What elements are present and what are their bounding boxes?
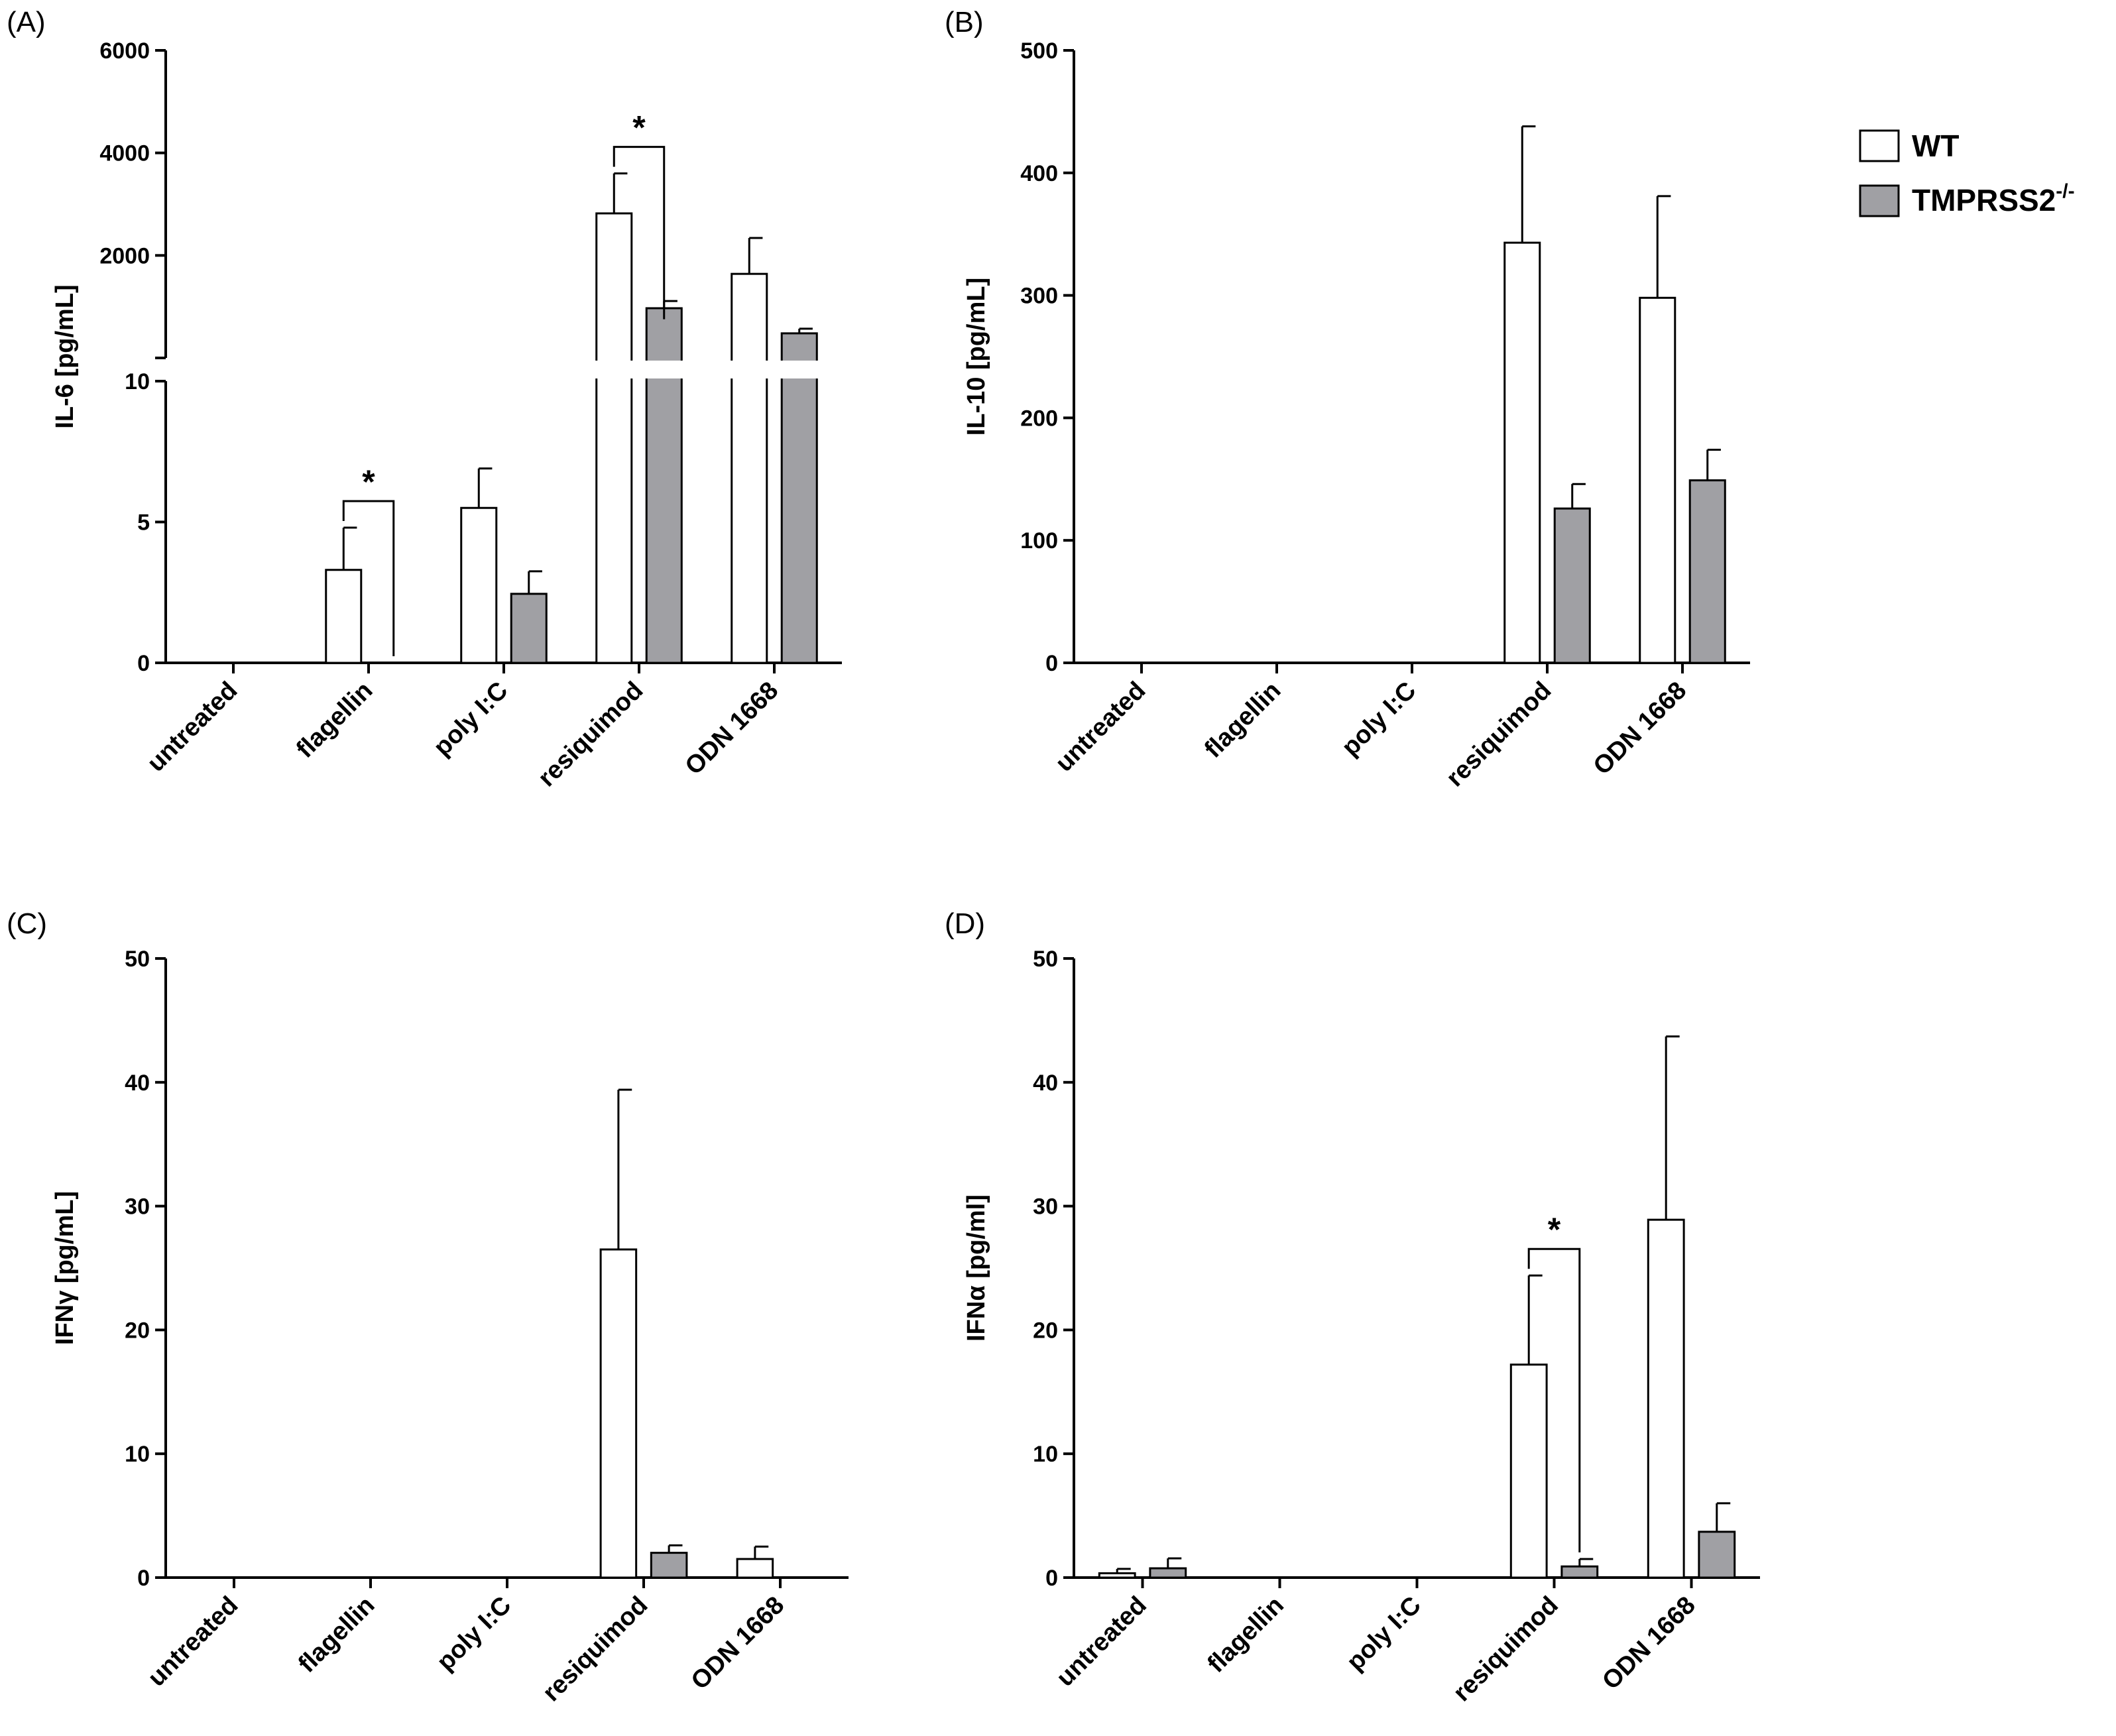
significance-bracket xyxy=(613,146,666,319)
panel-3: (D) 0 10 20 30 40 50 IFNα [pg/ml] untreated flage… xyxy=(945,907,1760,1707)
panel-0: (A) 0 5 10 2000 4000 6000 IL-6 [pg/mL] untreated… xyxy=(7,6,842,792)
x-tick-label: ODN 1668 xyxy=(680,677,784,781)
y-axis-label: IFNα [pg/ml] xyxy=(963,1194,990,1342)
y-tick-label: 0 xyxy=(137,1566,150,1591)
x-tick-label: resiquimod xyxy=(533,677,649,793)
bar-wt-lower xyxy=(731,372,768,664)
y-tick-label: 10 xyxy=(125,369,150,394)
bar-wt xyxy=(1098,1572,1136,1579)
x-tick-label: flagellin xyxy=(1203,1591,1289,1678)
x-tick-label: untreated xyxy=(142,677,243,778)
bar-wt xyxy=(1647,1218,1685,1579)
bar-tmprss2 xyxy=(1149,1567,1187,1579)
y-axis-label: IFNγ [pg/mL] xyxy=(51,1191,79,1345)
bar-wt xyxy=(599,1248,638,1579)
panel-1: (B) 0 100 200 300 400 500 IL-10 [pg/mL] untreate… xyxy=(945,6,1750,792)
bar-break-gap xyxy=(778,361,821,378)
bar-tmprss2-lower xyxy=(645,372,683,664)
bar-tmprss2-upper xyxy=(780,332,818,367)
y-tick-label: 6000 xyxy=(99,38,150,64)
y-tick-label: 0 xyxy=(1045,651,1058,676)
panel-2: (C) 0 10 20 30 40 50 IFNγ [pg/mL] untreated flage… xyxy=(7,907,849,1707)
y-tick-label: 30 xyxy=(1033,1194,1058,1220)
bar-tmprss2 xyxy=(1560,1565,1599,1579)
y-tick-label: 50 xyxy=(125,947,150,972)
x-tick-label: ODN 1668 xyxy=(686,1591,790,1696)
y-tick-label: 500 xyxy=(1020,38,1058,64)
x-tick-label: resiquimod xyxy=(1448,1591,1564,1707)
bar-tmprss2 xyxy=(510,593,548,664)
y-tick-label: 10 xyxy=(125,1442,150,1467)
y-tick-label: 10 xyxy=(1033,1442,1058,1467)
panel-letter: (D) xyxy=(945,907,985,940)
bar-tmprss2 xyxy=(1698,1531,1736,1579)
legend-swatch-tmprss2 xyxy=(1859,184,1900,217)
bar-wt-upper xyxy=(731,272,768,367)
significance-bracket xyxy=(342,500,395,656)
y-tick-label: 0 xyxy=(137,651,150,676)
bar-wt xyxy=(460,506,498,664)
bar-break-gap xyxy=(727,361,771,378)
x-tick-label: resiquimod xyxy=(538,1591,654,1707)
x-tick-label: resiquimod xyxy=(1441,677,1557,793)
y-tick-label: 100 xyxy=(1020,528,1058,553)
y-tick-label: 4000 xyxy=(99,141,150,166)
panel-letter: (B) xyxy=(945,6,984,38)
y-tick-label: 200 xyxy=(1020,406,1058,431)
x-tick-label: flagellin xyxy=(293,1591,380,1678)
y-tick-label: 2000 xyxy=(99,243,150,268)
significance-star: * xyxy=(1548,1211,1561,1248)
significance-star: * xyxy=(632,109,646,146)
panel-letter: (C) xyxy=(7,907,47,940)
legend-label-wt: WT xyxy=(1912,129,1960,163)
x-tick-label: flagellin xyxy=(1199,677,1286,764)
x-tick-label: untreated xyxy=(1050,677,1151,778)
bar-wt xyxy=(736,1558,774,1579)
bar-break-gap xyxy=(642,361,686,378)
bar-tmprss2 xyxy=(1688,479,1726,664)
y-tick-label: 50 xyxy=(1033,947,1058,972)
y-tick-label: 40 xyxy=(125,1071,150,1096)
y-tick-label: 20 xyxy=(1033,1318,1058,1343)
y-tick-label: 5 xyxy=(137,510,150,536)
y-tick-label: 40 xyxy=(1033,1071,1058,1096)
x-tick-label: ODN 1668 xyxy=(1588,677,1692,781)
x-tick-label: poly I:C xyxy=(1336,677,1421,762)
y-tick-label: 0 xyxy=(1045,1566,1058,1591)
significance-bracket xyxy=(1527,1247,1581,1552)
legend-swatch-wt xyxy=(1859,129,1900,162)
bar-wt xyxy=(1639,296,1676,664)
bar-tmprss2-lower xyxy=(780,372,818,664)
x-tick-label: flagellin xyxy=(291,677,378,764)
y-tick-label: 400 xyxy=(1020,161,1058,186)
x-tick-label: poly I:C xyxy=(1342,1591,1427,1676)
legend-label-tmprss2: TMPRSS2-/- xyxy=(1912,180,2075,217)
significance-star: * xyxy=(362,463,375,500)
x-tick-label: untreated xyxy=(143,1591,243,1692)
x-tick-label: ODN 1668 xyxy=(1597,1591,1701,1696)
y-tick-label: 20 xyxy=(125,1318,150,1343)
y-axis-label: IL-6 [pg/mL] xyxy=(51,284,79,428)
bar-wt xyxy=(325,569,363,664)
bar-break-gap xyxy=(592,361,636,378)
x-tick-label: poly I:C xyxy=(428,677,513,762)
bar-wt xyxy=(1509,1363,1548,1579)
y-tick-label: 300 xyxy=(1020,284,1058,309)
x-tick-label: untreated xyxy=(1051,1591,1152,1692)
bar-wt-upper xyxy=(595,212,633,367)
x-tick-label: poly I:C xyxy=(432,1591,516,1676)
legend: WT TMPRSS2-/- xyxy=(1859,129,2075,217)
y-axis-label: IL-10 [pg/mL] xyxy=(963,278,990,436)
bar-tmprss2 xyxy=(1553,507,1591,664)
panel-letter: (A) xyxy=(7,6,46,38)
bar-wt xyxy=(1503,241,1541,664)
y-tick-label: 30 xyxy=(125,1194,150,1220)
bar-wt-lower xyxy=(595,372,633,664)
bar-tmprss2 xyxy=(650,1552,688,1579)
